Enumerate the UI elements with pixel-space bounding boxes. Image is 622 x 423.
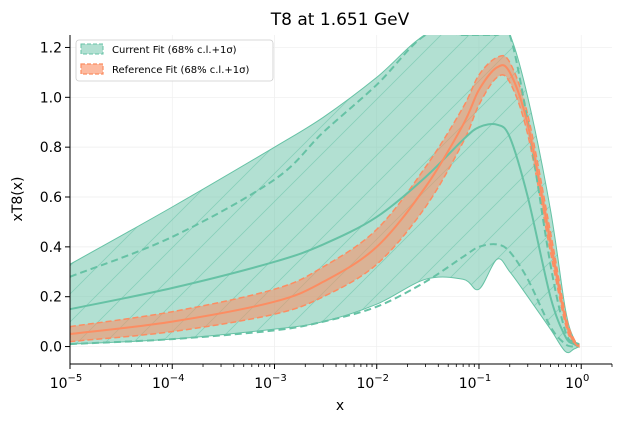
legend-label-reference-fit: Reference Fit (68% c.l.+1σ) xyxy=(112,65,249,76)
x-tick-label-4: 10−1 xyxy=(459,373,492,392)
x-axis-label: x xyxy=(336,398,344,414)
y-tick-label-4: 0.8 xyxy=(40,140,62,156)
legend-label-current-fit: Current Fit (68% c.l.+1σ) xyxy=(112,45,237,56)
lines xyxy=(70,35,580,348)
bands xyxy=(70,35,580,354)
x-tick-label-1: 10−4 xyxy=(152,373,185,392)
y-axis-label: xT8(x) xyxy=(10,177,26,222)
x-tick-label-5: 100 xyxy=(565,373,589,392)
chart-title: T8 at 1.651 GeV xyxy=(270,10,410,30)
current-fit-central-line xyxy=(70,123,580,348)
x-tick-label-0: 10−5 xyxy=(50,373,83,392)
axes: 10−5 10−4 10−3 10−2 10−1 100 0.0 0.2 0.4 0.6 0.8 1.… xyxy=(40,35,613,392)
legend: Current Fit (68% c.l.+1σ) Reference Fit (… xyxy=(75,39,274,82)
legend-box xyxy=(75,39,274,82)
reference-fit-central-line xyxy=(70,64,580,348)
y-tick-label-6: 1.2 xyxy=(40,40,62,56)
y-tick-label-2: 0.4 xyxy=(40,240,62,256)
y-tick-label-5: 1.0 xyxy=(40,90,62,106)
legend-swatch-current-fit xyxy=(80,43,104,55)
current-fit-hatch xyxy=(70,35,579,353)
legend-swatch-reference-fit xyxy=(80,63,104,75)
x-tick-label-3: 10−2 xyxy=(356,373,389,392)
y-tick-label-0: 0.0 xyxy=(40,340,62,356)
y-tick-label-1: 0.2 xyxy=(40,290,62,306)
current-fit-lower-dashed xyxy=(70,243,579,348)
y-tick-label-3: 0.6 xyxy=(40,190,62,206)
x-tick-label-2: 10−3 xyxy=(254,373,287,392)
